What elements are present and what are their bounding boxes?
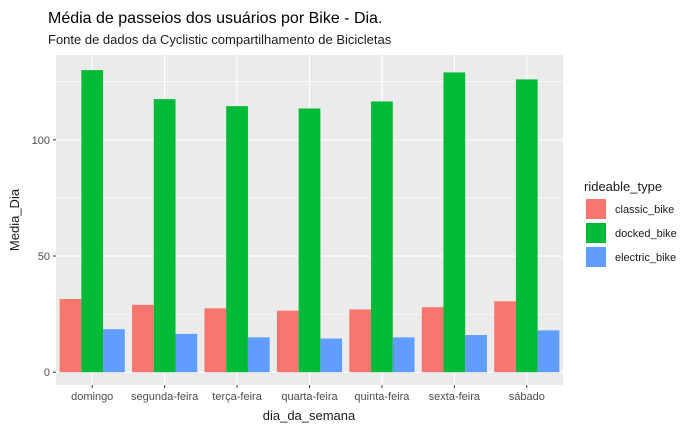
bar-docked_bike xyxy=(515,79,538,373)
x-axis-title: dia_da_semana xyxy=(263,408,356,423)
y-axis-ticks: 0 50 100 xyxy=(32,135,56,379)
bar-electric_bike xyxy=(320,338,343,373)
bar-docked_bike xyxy=(371,101,393,373)
bar-docked_bike xyxy=(298,108,321,373)
legend-label: docked_bike xyxy=(615,228,677,240)
y-tick-label: 50 xyxy=(38,251,50,263)
x-tick-label: terça-feira xyxy=(212,391,262,403)
bar-classic_bike xyxy=(59,299,82,373)
legend-label: classic_bike xyxy=(615,204,674,216)
x-tick-label: sexta-feira xyxy=(429,391,481,403)
y-tick-label: 100 xyxy=(32,135,50,147)
bar-classic_bike xyxy=(276,310,299,373)
legend-items: classic_bike docked_bike electric_bike xyxy=(586,199,677,267)
y-axis-title: Media_Dia xyxy=(7,188,22,251)
legend: rideable_type classic_bike docked_bikeele… xyxy=(584,179,677,267)
bar-docked_bike xyxy=(443,72,466,373)
chart-subtitle: Fonte de dados da Cyclistic compartilham… xyxy=(48,32,392,47)
bar-electric_bike xyxy=(392,337,415,373)
x-tick-label: quinta-feira xyxy=(354,391,410,403)
bar-docked_bike xyxy=(226,106,248,373)
legend-swatch-docked_bike xyxy=(586,223,606,243)
bar-classic_bike xyxy=(494,301,516,373)
chart-title: Média de passeios dos usuários por Bike … xyxy=(48,10,382,27)
bar-docked_bike xyxy=(153,99,176,373)
bars xyxy=(59,70,560,373)
bar-classic_bike xyxy=(349,309,372,373)
bar-electric_bike xyxy=(465,335,487,373)
bar-docked_bike xyxy=(81,70,104,373)
x-tick-label: quarta-feira xyxy=(281,391,338,403)
legend-label: electric_bike xyxy=(615,252,676,264)
x-tick-label: domingo xyxy=(71,391,113,403)
bar-electric_bike xyxy=(103,329,125,373)
legend-swatch-classic_bike xyxy=(586,199,606,219)
bar-classic_bike xyxy=(204,308,227,373)
legend-title: rideable_type xyxy=(584,179,662,194)
y-tick-label: 0 xyxy=(44,367,50,379)
x-tick-label: sábado xyxy=(509,391,545,403)
bar-classic_bike xyxy=(421,307,444,373)
legend-swatch-electric_bike xyxy=(586,247,606,267)
bar-classic_bike xyxy=(132,304,154,373)
x-axis-ticks: domingo segunda-feira terça-feira quarta-fe… xyxy=(71,385,545,403)
bar-electric_bike xyxy=(175,333,198,373)
bar-electric_bike xyxy=(247,337,270,373)
x-tick-label: segunda-feira xyxy=(131,391,199,403)
bar-electric_bike xyxy=(537,330,560,373)
